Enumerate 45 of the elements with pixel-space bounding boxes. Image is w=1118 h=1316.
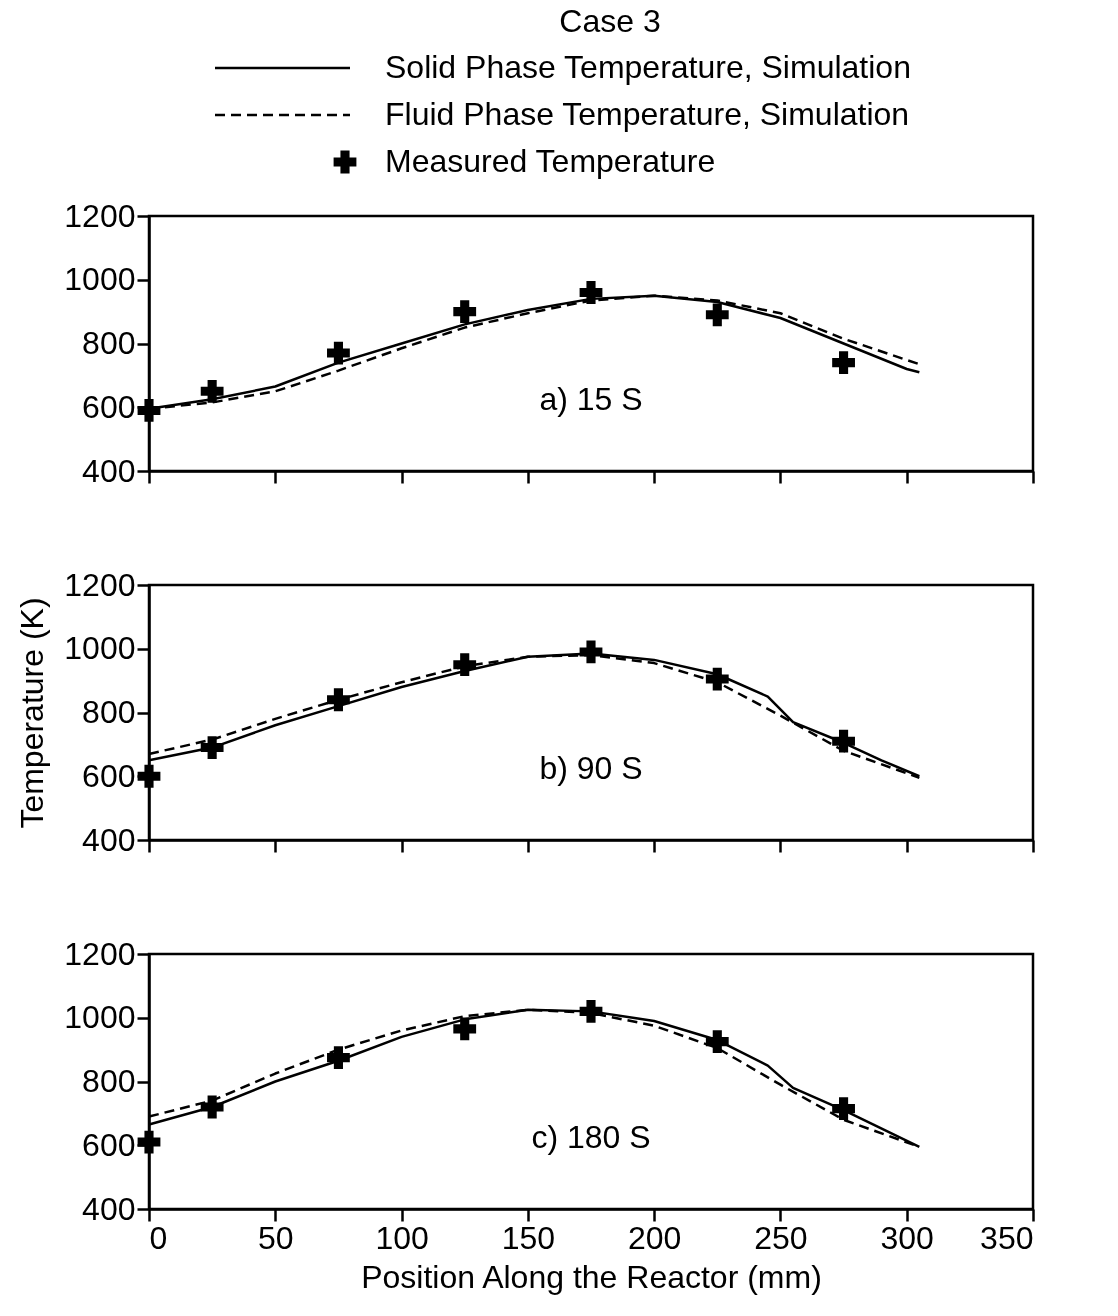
legend-label: Fluid Phase Temperature, Simulation	[385, 96, 910, 132]
y-tick-label: 1000	[64, 999, 136, 1036]
annotation: b) 90 S	[539, 749, 643, 786]
point	[832, 351, 855, 375]
y-axis-title: Temperature (K)	[14, 597, 51, 829]
x-tick-label: 50	[257, 1219, 294, 1256]
point	[200, 379, 224, 403]
point	[832, 729, 855, 753]
point	[200, 736, 224, 759]
point	[327, 688, 350, 712]
legend-title: Case 3	[559, 3, 661, 39]
x-tick-label: 300	[880, 1219, 934, 1256]
y-tick-label: 800	[82, 694, 136, 730]
point	[327, 341, 350, 365]
y-tick-label: 1200	[64, 935, 136, 972]
x-tick-label: 200	[627, 1219, 682, 1256]
y-tick-label: 1200	[64, 566, 136, 603]
legend-label: Solid Phase Temperature, Simulation	[385, 49, 911, 85]
x-tick-label: 350	[980, 1219, 1034, 1256]
point	[137, 764, 161, 788]
point	[579, 640, 603, 664]
y-tick-label: 400	[82, 1190, 136, 1227]
point	[705, 303, 729, 327]
annotation: c) 180 S	[531, 1118, 651, 1155]
x-tick-label: 100	[375, 1219, 429, 1256]
x-tick-label: 250	[754, 1219, 808, 1256]
y-tick-label: 600	[82, 1126, 136, 1163]
y-tick-label: 1000	[64, 630, 136, 667]
y-tick-label: 800	[82, 325, 136, 361]
annotation: a) 15 S	[539, 380, 643, 417]
point	[453, 300, 477, 324]
point	[453, 653, 477, 677]
point	[705, 667, 729, 691]
x-tick-label: 150	[501, 1219, 556, 1256]
point	[579, 281, 603, 304]
y-tick-label: 400	[82, 821, 136, 858]
x-tick-label: 0	[149, 1219, 168, 1256]
y-tick-label: 1000	[64, 261, 136, 298]
x-axis-title: Position Along the Reactor (mm)	[361, 1258, 822, 1295]
legend-label: Measured Temperature	[385, 143, 716, 179]
y-tick-label: 600	[82, 388, 136, 425]
y-tick-label: 800	[82, 1063, 136, 1099]
y-tick-label: 1200	[64, 197, 136, 234]
y-tick-label: 400	[82, 452, 136, 489]
y-tick-label: 600	[82, 757, 136, 794]
